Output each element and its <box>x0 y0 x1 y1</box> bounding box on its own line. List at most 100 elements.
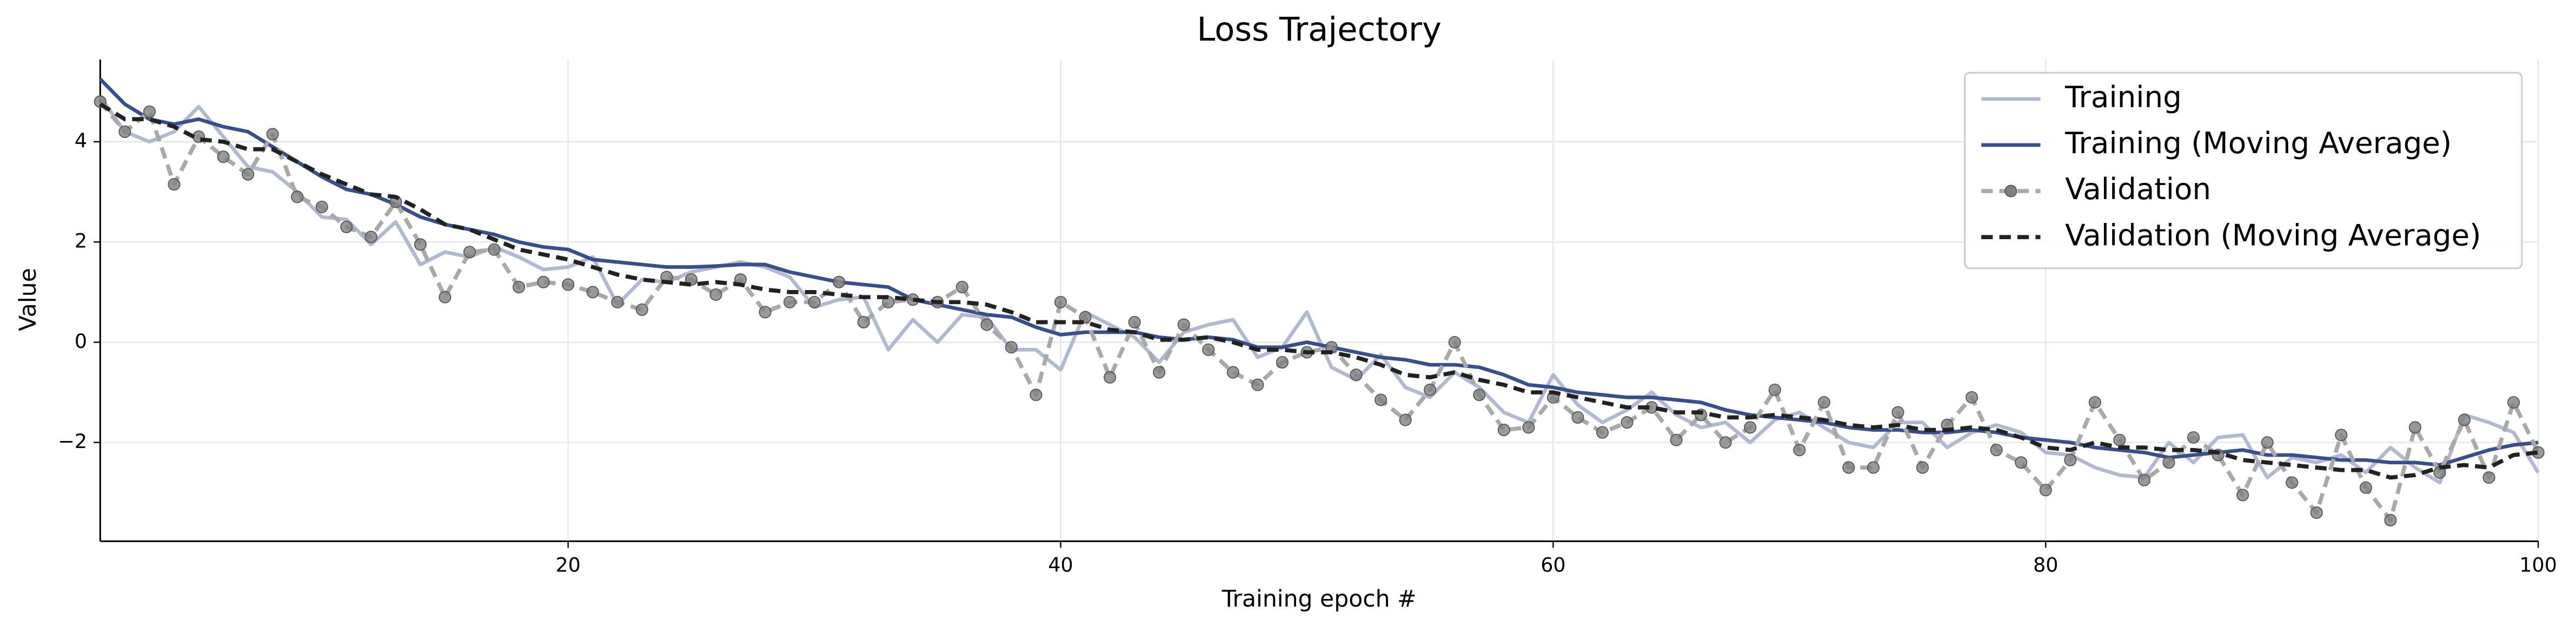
legend-marker <box>2004 185 2017 198</box>
data-point <box>1251 378 1264 391</box>
data-point <box>635 303 648 316</box>
data-point <box>143 105 156 118</box>
data-point <box>955 281 968 294</box>
data-point <box>1030 389 1043 401</box>
y-tick-label: 2 <box>75 229 87 253</box>
data-point <box>439 291 452 304</box>
data-point <box>463 246 476 259</box>
data-point <box>857 315 870 328</box>
data-point <box>759 306 772 319</box>
data-point <box>1990 444 2003 457</box>
y-tick-label: −2 <box>58 430 87 453</box>
data-point <box>2408 421 2421 434</box>
data-point <box>1226 366 1239 379</box>
data-point <box>414 238 427 251</box>
data-point <box>1424 383 1437 397</box>
legend-label: Training <box>2064 80 2182 114</box>
data-point <box>2162 456 2175 469</box>
legend-label: Training (Moving Average) <box>2064 126 2452 160</box>
data-point <box>168 178 181 191</box>
y-tick-label: 4 <box>75 129 87 152</box>
data-point <box>537 275 550 288</box>
data-point <box>2039 484 2052 497</box>
legend: Training Training (Moving Average) Validat… <box>1964 71 2523 269</box>
data-point <box>1891 406 1904 419</box>
data-point <box>1670 433 1683 446</box>
data-point <box>242 168 255 181</box>
data-point <box>1497 424 1510 437</box>
line-series <box>98 77 2539 467</box>
data-point <box>2261 436 2274 449</box>
data-point <box>513 281 526 294</box>
data-point <box>1202 343 1215 356</box>
x-tick-label: 20 <box>555 553 580 576</box>
data-point <box>1768 383 1781 397</box>
data-point <box>266 128 279 141</box>
data-point <box>340 220 353 233</box>
data-point <box>315 200 328 213</box>
data-point <box>1817 396 1830 409</box>
data-point <box>1473 389 1486 401</box>
x-tick-label: 60 <box>1541 553 1565 576</box>
data-point <box>1153 366 1166 379</box>
data-point <box>833 275 846 288</box>
data-point <box>980 318 993 331</box>
data-point <box>1596 426 1609 439</box>
data-point <box>1719 436 1732 449</box>
data-point <box>2458 413 2471 426</box>
data-point <box>2113 433 2126 446</box>
data-point <box>808 295 821 308</box>
x-tick-label: 100 <box>2519 553 2557 576</box>
data-point <box>2064 453 2077 466</box>
data-point <box>562 278 575 291</box>
data-point <box>488 243 501 256</box>
data-point <box>1005 341 1018 354</box>
data-point <box>1054 295 1067 308</box>
data-point <box>1128 315 1141 328</box>
data-point <box>2384 514 2397 526</box>
data-point <box>1621 416 1634 429</box>
data-point <box>611 295 624 308</box>
line-series <box>98 95 2540 485</box>
line-series <box>98 100 2540 523</box>
legend-label: Validation (Moving Average) <box>2065 218 2481 252</box>
x-tick-label: 40 <box>1048 553 1073 576</box>
data-point <box>1399 413 1412 426</box>
data-point <box>1276 356 1289 369</box>
data-point <box>2335 429 2348 442</box>
x-axis-label: Training epoch # <box>1221 586 1417 613</box>
data-point <box>1448 335 1461 349</box>
data-point <box>784 295 796 308</box>
data-point <box>1177 318 1190 331</box>
data-point <box>1079 311 1092 324</box>
data-point <box>2137 473 2150 486</box>
data-point <box>2507 396 2520 409</box>
data-point <box>709 288 722 301</box>
data-point <box>1375 393 1387 406</box>
data-point <box>2015 456 2028 469</box>
data-point <box>1744 421 1757 434</box>
x-tick-label: 80 <box>2033 553 2058 576</box>
data-point <box>2088 396 2101 409</box>
data-point <box>586 286 599 299</box>
data-point <box>2236 489 2249 502</box>
data-point <box>1867 461 1880 474</box>
data-point <box>1522 421 1535 434</box>
data-point <box>217 150 230 163</box>
y-axis-label: Value <box>15 268 42 331</box>
data-point <box>1966 391 1979 404</box>
data-point <box>2482 471 2495 484</box>
chart-title: Loss Trajectory <box>1197 11 1442 49</box>
line-series <box>99 102 2539 480</box>
legend-frame <box>1964 71 2523 269</box>
data-point <box>1916 461 1929 474</box>
data-point <box>1104 371 1117 384</box>
data-point <box>118 125 131 138</box>
data-point <box>1571 411 1584 424</box>
y-tick-label: 0 <box>75 330 87 353</box>
data-point <box>2310 506 2323 519</box>
data-point <box>291 190 304 203</box>
data-point <box>364 231 377 243</box>
